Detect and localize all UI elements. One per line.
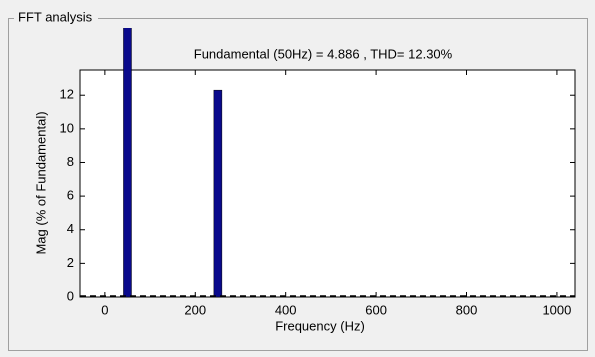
y-tick-label: 0 xyxy=(67,288,74,303)
x-tick-label: 0 xyxy=(101,302,108,317)
group-box xyxy=(8,18,588,351)
y-axis-label: Mag (% of Fundamental) xyxy=(33,111,48,254)
bar xyxy=(123,28,132,297)
y-tick-label: 2 xyxy=(67,255,74,270)
x-tick-label: 400 xyxy=(275,302,297,317)
panel-title: FFT analysis xyxy=(18,9,93,24)
x-tick-label: 1000 xyxy=(542,302,571,317)
y-tick-label: 8 xyxy=(67,154,74,169)
y-tick-label: 12 xyxy=(60,87,74,102)
x-tick-label: 200 xyxy=(184,302,206,317)
group-box-label-bg xyxy=(14,10,98,26)
x-axis-label: Frequency (Hz) xyxy=(275,318,365,333)
bar xyxy=(213,89,223,297)
x-tick-label: 800 xyxy=(456,302,478,317)
y-tick-label: 4 xyxy=(67,221,74,236)
x-tick-label: 600 xyxy=(365,302,387,317)
y-tick-label: 6 xyxy=(67,188,74,203)
axes-box xyxy=(79,69,576,298)
chart-title: Fundamental (50Hz) = 4.886 , THD= 12.30% xyxy=(194,46,453,61)
bars xyxy=(123,28,223,297)
y-tick-label: 10 xyxy=(60,120,74,135)
